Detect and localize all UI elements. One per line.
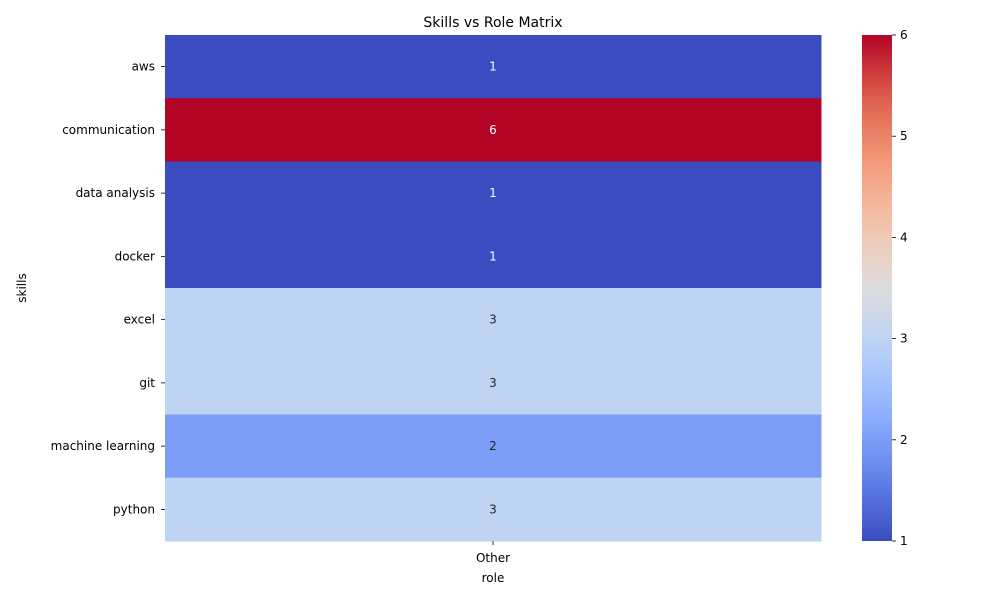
y-tick-label: python: [113, 502, 155, 516]
x-tick-label: Other: [476, 551, 510, 565]
y-tick-label: communication: [62, 123, 155, 137]
heatmap-cell-label: 6: [489, 123, 497, 137]
y-tick-label: machine learning: [51, 439, 155, 453]
heatmap-cell-label: 1: [489, 186, 497, 200]
heatmap-cell: [165, 98, 822, 162]
heatmap-cell-label: 2: [489, 439, 497, 453]
x-axis-ticks: Other: [476, 541, 510, 565]
heatmap-cell: [165, 414, 822, 479]
heatmap-cells: [165, 35, 822, 542]
colorbar-tick-label: 1: [900, 534, 908, 548]
y-tick-label: excel: [124, 313, 155, 327]
colorbar-tick-label: 5: [900, 129, 908, 143]
colorbar-tick-label: 6: [900, 28, 908, 42]
chart-title: Skills vs Role Matrix: [423, 15, 562, 31]
heatmap-cell: [165, 35, 822, 99]
colorbar: 1 2 3 4 5 6: [862, 28, 908, 548]
heatmap-cell: [165, 288, 822, 352]
heatmap-cell: [165, 351, 822, 415]
colorbar-tick-label: 4: [900, 230, 908, 244]
y-tick-label: aws: [132, 60, 155, 74]
colorbar-ticks: 1 2 3 4 5 6: [892, 28, 908, 548]
heatmap-cell-label: 3: [489, 313, 497, 327]
y-tick-label: docker: [115, 249, 155, 263]
colorbar-tick-label: 2: [900, 433, 908, 447]
heatmap-cell: [165, 477, 822, 542]
colorbar-tick-label: 3: [900, 332, 908, 346]
x-axis-label: role: [482, 571, 505, 585]
heatmap-cell: [165, 161, 822, 226]
colorbar-gradient: [862, 35, 892, 541]
heatmap-cell: [165, 224, 822, 289]
y-axis-ticks: aws communication data analysis docker excel…: [51, 60, 165, 516]
y-axis-label: skills: [15, 273, 29, 302]
heatmap-cell-label: 3: [489, 502, 497, 516]
heatmap-cell-label: 1: [489, 60, 497, 74]
y-tick-label: git: [139, 376, 155, 390]
heatmap-cell-label: 3: [489, 376, 497, 390]
heatmap-cell-label: 1: [489, 249, 497, 263]
y-tick-label: data analysis: [76, 186, 155, 200]
